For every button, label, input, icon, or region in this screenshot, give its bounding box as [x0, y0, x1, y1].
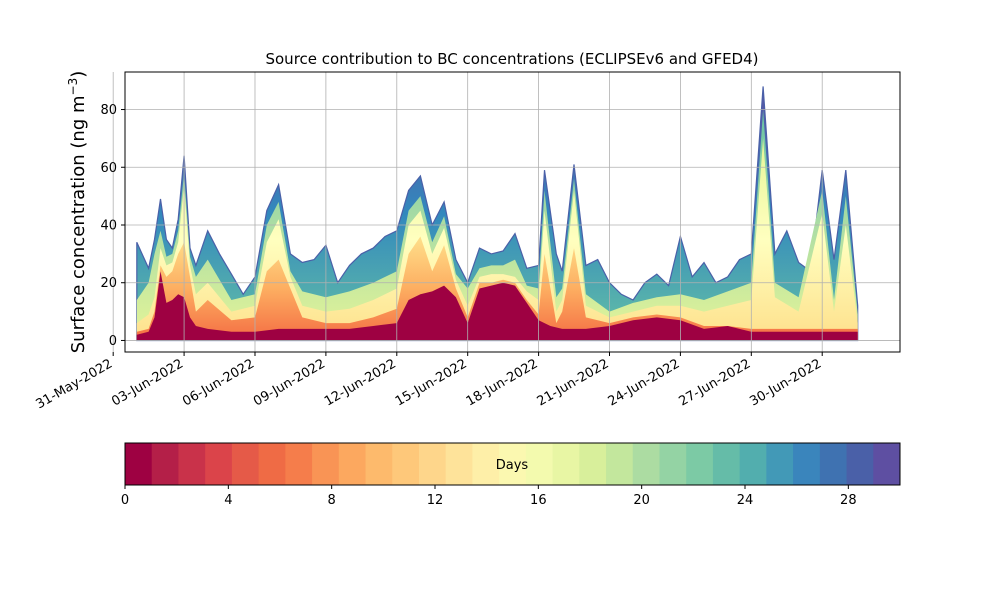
x-axis: 31-May-202203-Jun-202206-Jun-202209-Jun-… — [34, 352, 824, 412]
colorbar-segment — [125, 443, 153, 485]
colorbar-segment — [606, 443, 634, 485]
colorbar-segment — [285, 443, 313, 485]
x-tick-label: 27-Jun-2022 — [676, 356, 753, 409]
colorbar-tick-label: 0 — [121, 493, 129, 508]
colorbar-tick-label: 4 — [224, 493, 232, 508]
colorbar-segment — [819, 443, 848, 485]
chart-title: Source contribution to BC concentrations… — [265, 50, 758, 68]
colorbar-segment — [365, 443, 393, 485]
colorbar-segment — [793, 443, 821, 485]
y-tick-label: 40 — [100, 218, 117, 233]
colorbar-segment — [178, 443, 206, 485]
colorbar-segment — [258, 443, 286, 485]
y-axis-label: Surface concentration (ng m−3) — [66, 71, 89, 354]
colorbar-segment — [445, 443, 473, 485]
x-tick-label: 18-Jun-2022 — [464, 356, 541, 409]
colorbar-segment — [552, 443, 580, 485]
colorbar-segment — [712, 443, 741, 485]
colorbar-segment — [418, 443, 447, 485]
colorbar-segment — [499, 443, 527, 485]
colorbar-segment — [846, 443, 874, 485]
y-tick-label: 20 — [100, 276, 117, 291]
colorbar-segment — [632, 443, 660, 485]
grid-lines — [112, 72, 900, 352]
colorbar-segment — [873, 443, 901, 485]
colorbar-segment — [472, 443, 500, 485]
x-tick-label: 21-Jun-2022 — [535, 356, 612, 409]
x-tick-label: 06-Jun-2022 — [180, 356, 257, 409]
stacked-area-layers — [136, 86, 859, 342]
y-axis: 0 20 40 60 80 — [100, 103, 125, 349]
colorbar-segment — [579, 443, 607, 485]
x-tick-label: 15-Jun-2022 — [393, 356, 470, 409]
y-tick-label: 80 — [100, 103, 117, 118]
colorbar-segment — [338, 443, 367, 485]
colorbar-segment — [525, 443, 554, 485]
area-layer-4 — [136, 86, 859, 342]
colorbar-tick-label: 24 — [737, 493, 754, 508]
x-tick-label: 31-May-2022 — [34, 356, 116, 412]
colorbar-label: Days — [496, 458, 529, 473]
plot-frame — [124, 71, 901, 353]
colorbar-frame — [124, 442, 901, 486]
colorbar-segment — [686, 443, 714, 485]
colorbar — [125, 443, 901, 485]
y-tick-label: 0 — [109, 334, 117, 349]
colorbar-tick-label: 12 — [427, 493, 444, 508]
colorbar-tick-label: 28 — [840, 493, 857, 508]
x-tick-label: 03-Jun-2022 — [109, 356, 186, 409]
x-tick-label: 09-Jun-2022 — [251, 356, 328, 409]
x-tick-label: 24-Jun-2022 — [606, 356, 683, 409]
colorbar-segment — [231, 443, 260, 485]
x-tick-label: 30-Jun-2022 — [747, 356, 824, 409]
colorbar-tick-label: 16 — [530, 493, 547, 508]
colorbar-segment — [392, 443, 420, 485]
colorbar-tick-label: 8 — [328, 493, 336, 508]
x-tick-label: 12-Jun-2022 — [322, 356, 399, 409]
area-layer-0 — [136, 271, 858, 341]
colorbar-segment — [312, 443, 340, 485]
y-tick-label: 60 — [100, 161, 117, 176]
colorbar-tick-label: 20 — [633, 493, 650, 508]
colorbar-segment — [205, 443, 233, 485]
colorbar-segment — [151, 443, 179, 485]
colorbar-segment — [659, 443, 687, 485]
colorbar-segment — [739, 443, 767, 485]
colorbar-ticks: 0 4 8 12 16 20 24 28 — [121, 485, 857, 508]
colorbar-segment — [766, 443, 794, 485]
